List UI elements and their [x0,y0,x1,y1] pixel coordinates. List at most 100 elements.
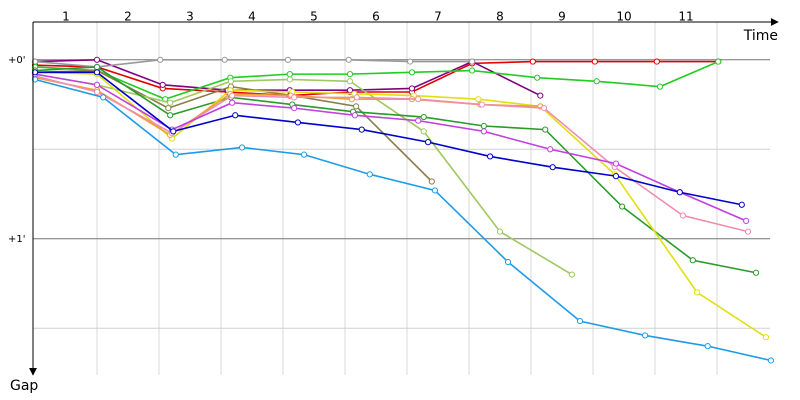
point [286,76,293,83]
point [612,160,620,167]
point [227,78,235,85]
y-tick-label: +0' [8,55,26,66]
point [424,139,432,146]
point [238,144,246,151]
point [767,357,775,364]
lap-label: 10 [616,10,631,24]
point [547,146,554,153]
lap-label: 9 [558,10,566,24]
point [715,58,722,65]
point [744,228,752,235]
lap-label: 11 [678,10,693,24]
point [229,92,236,99]
grid: 1 2 3 4 5 6 7 8 9 10 11 +0' +1' [8,10,770,375]
point [752,269,760,276]
point [286,71,293,78]
point [93,63,101,71]
point [641,332,649,339]
point [576,317,584,325]
point [679,212,687,219]
lap-label: 5 [310,10,318,24]
series-line [34,58,473,68]
point [93,81,101,88]
point [762,334,770,341]
x-axis-label: Time [743,28,778,44]
series-line [34,71,767,338]
point [689,257,696,264]
point [408,69,416,76]
lap-label: 2 [124,10,132,24]
point [431,187,438,194]
point [291,94,298,101]
point [366,171,373,178]
point [93,69,101,76]
series-line [34,75,749,233]
point [549,164,556,171]
series-line [35,71,742,206]
point [537,92,544,99]
series-line [34,78,772,362]
point [284,56,292,63]
point [346,71,354,78]
plot-area [31,56,775,364]
point [345,56,352,63]
point [420,128,427,135]
point [229,99,236,106]
series-line [34,60,719,97]
point [480,122,487,130]
point [93,56,101,63]
point [351,112,359,119]
series-line [34,66,757,274]
point [407,58,414,65]
lap-label: 1 [62,10,70,24]
point [704,343,711,350]
point [353,94,360,101]
point [346,87,354,94]
point [93,88,101,96]
point [478,101,486,108]
point [300,151,308,158]
point [475,96,482,103]
point [540,105,548,112]
point [486,153,494,160]
point [738,201,745,208]
point [346,78,354,85]
point [676,189,683,196]
point [100,94,107,101]
point [469,67,476,74]
point [415,117,422,124]
point [428,178,435,185]
point [542,126,549,133]
point [232,112,239,119]
series-line [34,60,719,101]
lap-label: 6 [372,10,380,24]
point [353,103,360,110]
point [656,83,664,90]
lap-label: 8 [496,10,504,24]
point [157,56,164,63]
point [415,96,422,103]
point [165,105,172,112]
y-tick-label: +1' [8,234,26,245]
point [291,105,298,112]
point [653,58,660,65]
point [167,99,174,106]
lap-label: 3 [186,10,194,24]
point [358,126,365,133]
lap-label: 4 [248,10,256,24]
point [743,217,750,224]
point [694,289,701,296]
lap-label: 7 [434,10,442,24]
point [31,69,39,76]
point [593,78,600,85]
point [221,56,228,63]
point [294,119,301,126]
point [496,228,504,235]
y-axis-label: Gap [10,378,38,394]
point [480,128,487,135]
point [591,58,598,65]
point [172,151,179,158]
point [568,271,576,278]
point [612,173,620,180]
